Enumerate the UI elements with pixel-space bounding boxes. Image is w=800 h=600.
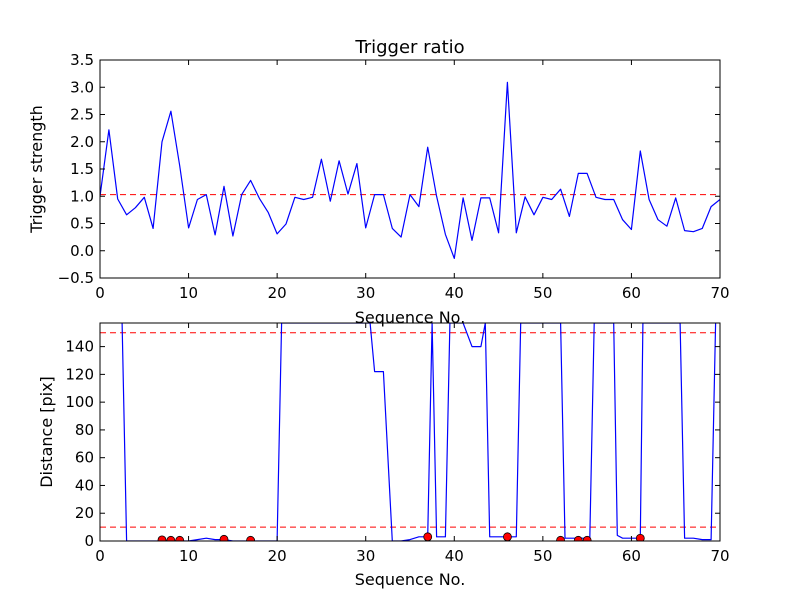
y-tick-label: 120	[65, 365, 94, 383]
y-tick-label: 140	[65, 338, 94, 356]
x-tick-label: 30	[356, 547, 375, 565]
series-line-0	[121, 323, 717, 541]
data-point	[573, 535, 583, 541]
x-tick-label: 10	[179, 284, 198, 302]
y-tick-label: 1.0	[70, 187, 94, 205]
data-point	[556, 535, 565, 541]
y-tick-label: 20	[75, 504, 94, 522]
plot-frame	[99, 59, 721, 279]
data-point	[166, 535, 176, 541]
x-tick-label: 60	[622, 547, 641, 565]
trigger-ratio-chart: Trigger ratio 0 10 20 30 40 50 60 70 −0.5 0.0 0.5…	[27, 37, 730, 327]
y-tick-label: 1.5	[70, 160, 94, 178]
x-axis-ticks: 0 10 20 30 40 50 60 70	[95, 323, 730, 565]
y-tick-label: 80	[75, 421, 94, 439]
x-axis-label: Sequence No.	[355, 570, 466, 589]
y-tick-label: −0.5	[58, 269, 94, 287]
x-tick-label: 20	[268, 547, 287, 565]
y-axis-label: Trigger strength	[27, 105, 46, 234]
x-tick-label: 30	[356, 284, 375, 302]
y-axis-label: Distance [pix]	[37, 376, 56, 488]
y-tick-label: 3.0	[70, 78, 94, 96]
x-tick-label: 70	[710, 547, 729, 565]
data-point	[503, 532, 512, 541]
y-tick-label: 40	[75, 476, 94, 494]
x-tick-label: 50	[533, 284, 552, 302]
x-tick-label: 50	[533, 547, 552, 565]
y-tick-label: 2.5	[70, 106, 94, 124]
data-point	[246, 535, 255, 541]
x-tick-label: 0	[95, 547, 105, 565]
series-line-0	[100, 81, 720, 259]
series-group	[121, 323, 717, 541]
data-point	[175, 535, 185, 541]
x-tick-label: 40	[445, 547, 464, 565]
x-axis-label: Sequence No.	[355, 308, 466, 327]
data-point	[219, 534, 229, 541]
y-tick-label: 0.0	[70, 242, 94, 260]
x-tick-label: 10	[179, 547, 198, 565]
chart-title: Trigger ratio	[354, 37, 464, 58]
x-tick-label: 60	[622, 284, 641, 302]
y-tick-label: 0.5	[70, 215, 94, 233]
x-tick-label: 70	[710, 284, 729, 302]
data-point	[423, 532, 433, 541]
reference-lines	[100, 332, 720, 528]
y-axis-ticks: 0 20 40 60 80 100 120 140	[65, 338, 720, 550]
y-axis-ticks: −0.5 0.0 0.5 1.0 1.5 2.0 2.5 3.0 3.5	[58, 51, 720, 287]
data-point	[582, 535, 592, 541]
distance-chart: 0 10 20 30 40 50 60 70 0 20 40 60 80 100 120 140 Seque…	[37, 322, 730, 589]
y-tick-label: 100	[65, 393, 94, 411]
x-axis-ticks: 0 10 20 30 40 50 60 70	[95, 60, 730, 302]
y-tick-label: 3.5	[70, 51, 94, 69]
data-point	[635, 533, 645, 541]
y-tick-label: 60	[75, 449, 94, 467]
x-tick-label: 0	[95, 284, 105, 302]
x-tick-label: 20	[268, 284, 287, 302]
y-tick-label: 0	[84, 532, 94, 550]
data-point	[157, 535, 167, 541]
plot-frame	[99, 322, 721, 542]
x-tick-label: 40	[445, 284, 464, 302]
y-tick-label: 2.0	[70, 133, 94, 151]
series-group	[100, 81, 720, 259]
